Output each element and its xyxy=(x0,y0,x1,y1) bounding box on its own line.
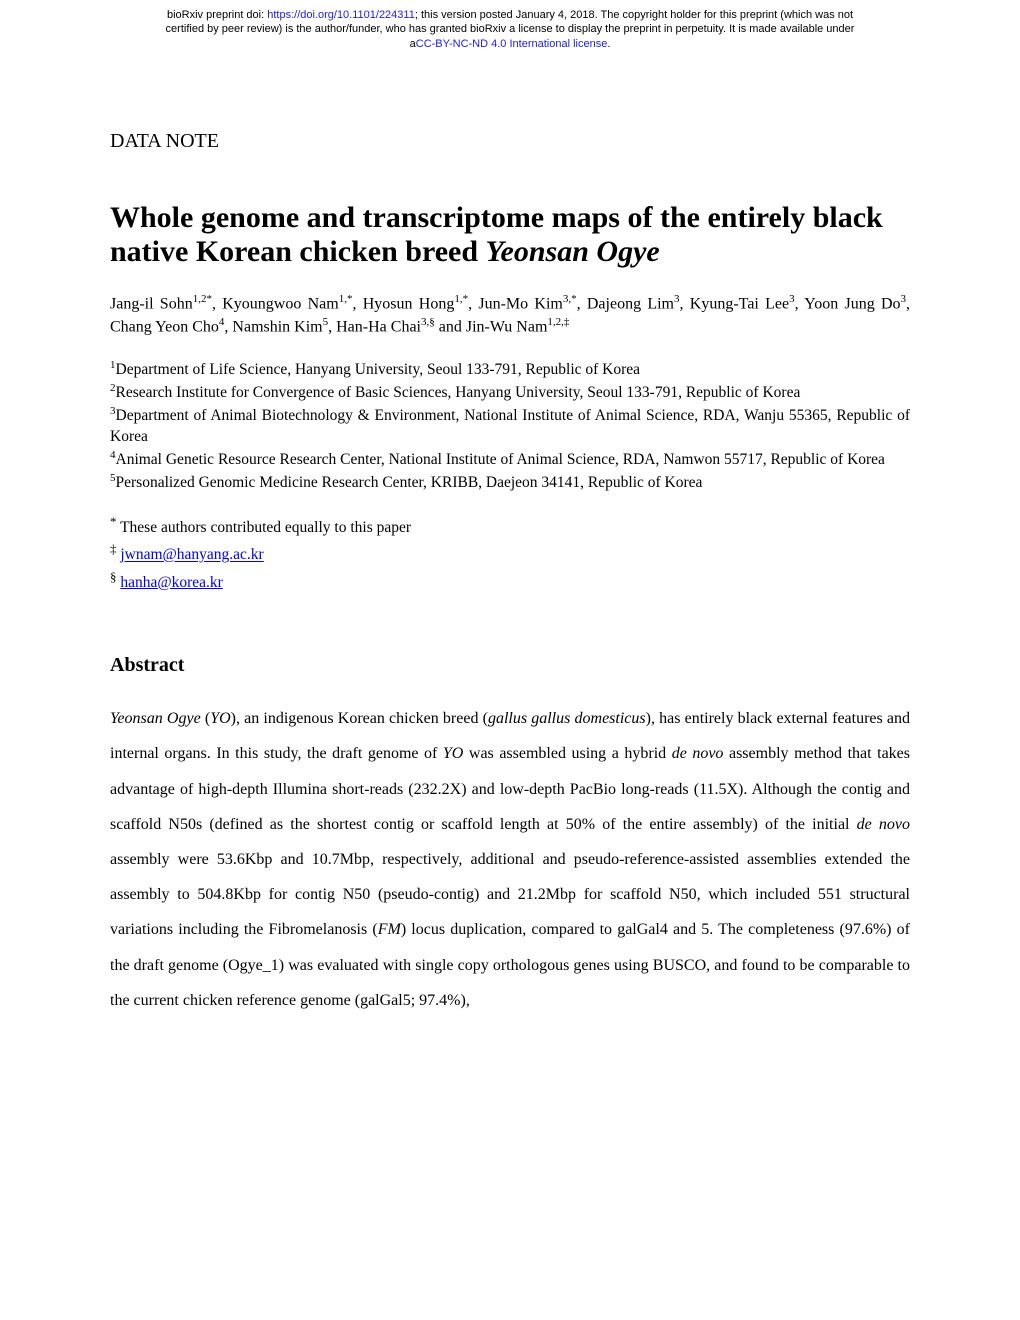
corresponding-email-1: ‡ jwnam@hanyang.ac.kr xyxy=(110,539,910,566)
abstract-text: was assembled using a hybrid xyxy=(463,745,671,762)
license-suffix: . xyxy=(607,38,610,50)
equal-contribution-note: * These authors contributed equally to t… xyxy=(110,512,910,539)
affiliation-4: 4Animal Genetic Resource Research Center… xyxy=(110,448,910,471)
preprint-header: bioRxiv preprint doi: https://doi.org/10… xyxy=(0,0,1020,55)
header-line1-prefix: bioRxiv preprint doi: xyxy=(167,9,267,21)
doi-link[interactable]: https://doi.org/10.1101/224311 xyxy=(267,9,415,21)
abstract-text: ), an indigenous Korean chicken breed ( xyxy=(231,710,488,727)
email-link-1[interactable]: jwnam@hanyang.ac.kr xyxy=(120,547,263,564)
title-italic: Yeonsan Ogye xyxy=(486,235,660,268)
abstract-text: YO xyxy=(210,710,230,727)
paper-title: Whole genome and transcriptome maps of t… xyxy=(110,201,910,270)
header-line2: certified by peer review) is the author/… xyxy=(166,23,855,35)
abstract-text: FM xyxy=(378,921,401,938)
affiliation-5: 5Personalized Genomic Medicine Research … xyxy=(110,471,910,494)
abstract-text: gallus gallus domesticus xyxy=(488,710,646,727)
author-notes: * These authors contributed equally to t… xyxy=(110,512,910,594)
data-note-label: DATA NOTE xyxy=(110,130,910,153)
affiliation-3: 3Department of Animal Biotechnology & En… xyxy=(110,404,910,448)
abstract-heading: Abstract xyxy=(110,654,910,677)
abstract-text: de novo xyxy=(672,745,724,762)
abstract-text: YO xyxy=(443,745,463,762)
email-link-2[interactable]: hanha@korea.kr xyxy=(120,574,223,591)
abstract-text: Yeonsan Ogye xyxy=(110,710,201,727)
affiliations: 1Department of Life Science, Hanyang Uni… xyxy=(110,358,910,494)
abstract-text: de novo xyxy=(857,816,910,833)
corresponding-email-2: § hanha@korea.kr xyxy=(110,567,910,594)
affiliation-2: 2Research Institute for Convergence of B… xyxy=(110,381,910,404)
author-list: Jang-il Sohn1,2*, Kyoungwoo Nam1,*, Hyos… xyxy=(110,292,910,338)
license-link[interactable]: CC-BY-NC-ND 4.0 International license xyxy=(416,38,608,50)
abstract-text: ( xyxy=(201,710,211,727)
header-line1-suffix: ; this version posted January 4, 2018. T… xyxy=(415,9,853,21)
affiliation-1: 1Department of Life Science, Hanyang Uni… xyxy=(110,358,910,381)
abstract-body: Yeonsan Ogye (YO), an indigenous Korean … xyxy=(110,701,910,1018)
content-area: DATA NOTE Whole genome and transcriptome… xyxy=(0,55,1020,1018)
